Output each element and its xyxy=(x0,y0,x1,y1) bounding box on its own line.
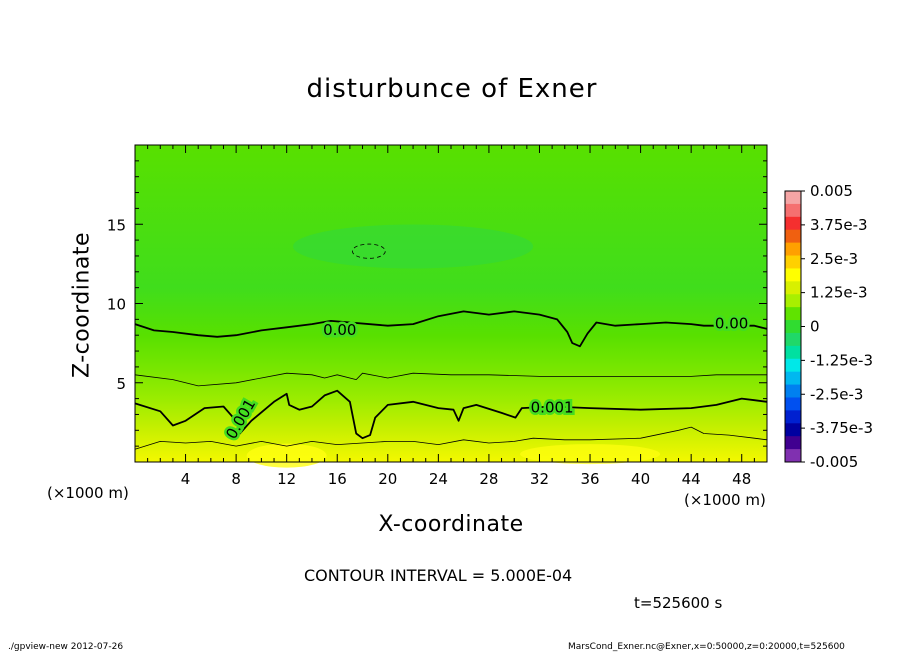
colorbar-segment xyxy=(785,320,801,334)
x-tick-label: 40 xyxy=(631,470,650,488)
colorbar-segment xyxy=(785,436,801,450)
x-tick-label: 48 xyxy=(732,470,751,488)
colorbar-label: 3.75e-3 xyxy=(810,216,868,234)
x-tick-label: 32 xyxy=(530,470,549,488)
x-tick-label: 44 xyxy=(682,470,701,488)
colorbar-label: -0.005 xyxy=(810,453,858,471)
contour-label: 0.00 xyxy=(323,321,356,339)
y-tick-label: 5 xyxy=(116,375,126,393)
contour-line-0 xyxy=(134,310,768,348)
colorbar-label: -1.25e-3 xyxy=(810,351,873,369)
y-axis-label: Z-coordinate xyxy=(69,232,95,378)
x-tick-label: 36 xyxy=(580,470,599,488)
field-low-region xyxy=(293,224,534,269)
x-tick-label: 12 xyxy=(277,470,296,488)
contour-line-negative xyxy=(352,243,386,259)
colorbar-segment xyxy=(785,384,801,398)
colorbar-segment xyxy=(785,216,801,231)
colorbar-segment xyxy=(785,345,801,360)
x-tick-label: 24 xyxy=(429,470,448,488)
colorbar-segment xyxy=(785,397,801,411)
time-text: t=525600 s xyxy=(634,594,723,612)
colorbar-label: 0 xyxy=(810,318,820,336)
colorbar-label: -3.75e-3 xyxy=(810,419,873,437)
colorbar-label: 1.25e-3 xyxy=(810,284,868,302)
contour-label: 0.00 xyxy=(715,315,748,333)
x-tick-label: 16 xyxy=(328,470,347,488)
y-tick-label: 15 xyxy=(107,216,126,234)
colorbar-segment xyxy=(785,242,801,257)
contour-line-1 xyxy=(134,372,767,387)
footer-right: MarsCond_Exner.nc@Exner,x=0:50000,z=0:20… xyxy=(568,642,845,652)
colorbar-segment xyxy=(785,410,801,424)
footer-left: ./gpview-new 2012-07-26 xyxy=(8,642,124,652)
chart-title: disturbunce of Exner xyxy=(306,74,598,104)
x-tick-label: 4 xyxy=(181,470,191,488)
colorbar-segment xyxy=(785,294,801,308)
colorbar-label: -2.5e-3 xyxy=(810,385,863,403)
colorbar-segment xyxy=(785,255,801,269)
x-axis-label: X-coordinate xyxy=(378,512,524,537)
colorbar-label: 2.5e-3 xyxy=(810,250,858,268)
y-tick-label: 10 xyxy=(107,296,126,314)
colorbar-segment xyxy=(785,281,801,295)
x-tick-label: 8 xyxy=(231,470,241,488)
colorbar-segment xyxy=(785,191,801,205)
contour-interval-text: CONTOUR INTERVAL = 5.000E-04 xyxy=(304,566,573,585)
x-unit-left: (×1000 m) xyxy=(47,484,129,502)
colorbar-segment xyxy=(785,229,801,244)
colorbar-segment xyxy=(785,358,801,373)
contour-line-3 xyxy=(134,426,768,450)
colorbar-segment xyxy=(785,332,801,347)
colorbar-segment xyxy=(785,371,801,386)
contour-line-2 xyxy=(134,389,768,440)
x-unit-right: (×1000 m) xyxy=(684,491,766,509)
colorbar-segment xyxy=(785,307,801,321)
x-tick-label: 20 xyxy=(378,470,397,488)
x-tick-label: 28 xyxy=(479,470,498,488)
colorbar-segment xyxy=(785,449,801,463)
colorbar-segment xyxy=(785,268,801,282)
colorbar-label: 0.005 xyxy=(810,182,853,200)
colorbar-segment xyxy=(785,203,801,218)
colorbar-segment xyxy=(785,423,801,437)
contour-label: 0.001 xyxy=(531,399,574,417)
